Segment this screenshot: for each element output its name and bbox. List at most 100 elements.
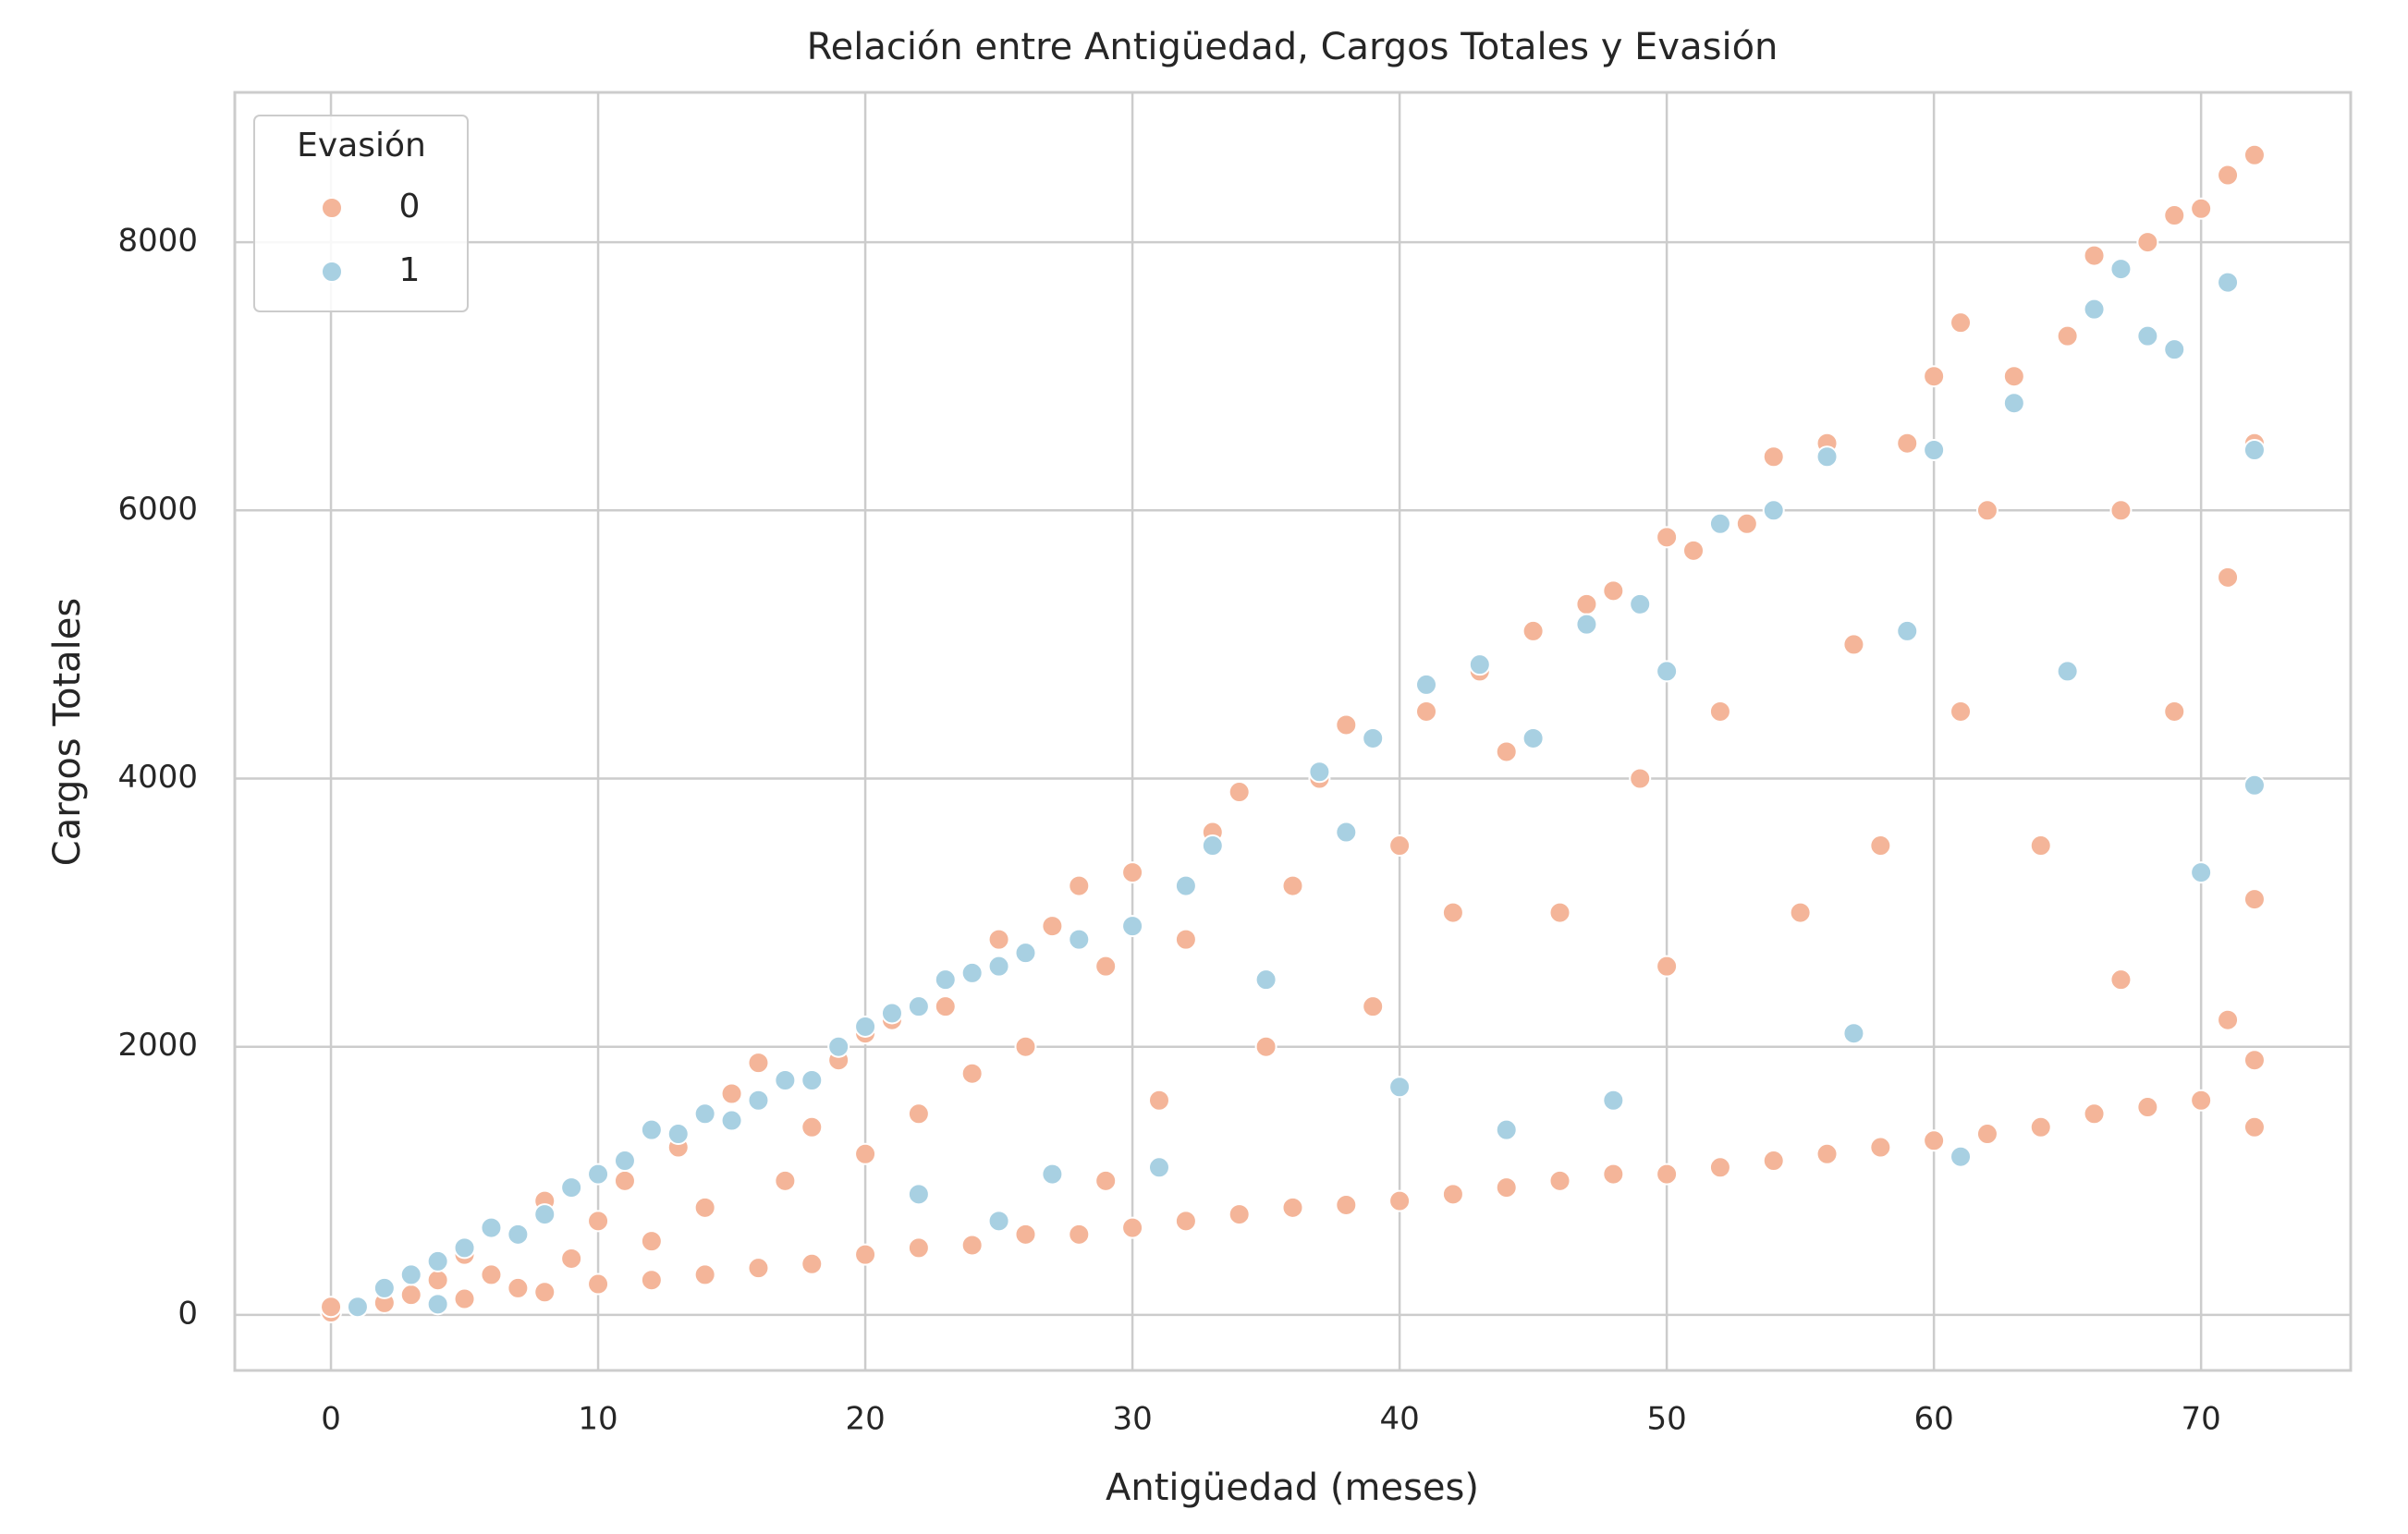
point (1068, 874, 1091, 897)
point (320, 1296, 343, 1319)
y-tick-label: 2000 (117, 1027, 198, 1064)
point (747, 1089, 770, 1112)
point (827, 1035, 850, 1058)
legend-items: 01 (321, 188, 420, 289)
point (907, 1102, 930, 1126)
point (613, 1169, 636, 1192)
point (1656, 1163, 1679, 1186)
point (1629, 767, 1652, 790)
point (907, 995, 930, 1018)
point (1708, 512, 1731, 535)
point (2083, 244, 2106, 267)
point (774, 1169, 797, 1192)
point (666, 1123, 690, 1146)
point (1415, 673, 1438, 696)
point (1014, 942, 1037, 965)
point (1174, 874, 1197, 897)
point (2109, 258, 2133, 281)
point (854, 1142, 877, 1165)
point (399, 1263, 422, 1286)
point (720, 1082, 743, 1105)
point (2243, 1115, 2266, 1138)
point (1014, 1223, 1037, 1246)
point (2029, 1115, 2052, 1138)
point (1923, 1129, 1946, 1152)
point (1041, 1163, 1064, 1186)
point (587, 1272, 610, 1296)
point (640, 1269, 663, 1292)
x-tick-label: 10 (578, 1401, 617, 1438)
point (613, 1150, 636, 1173)
point (907, 1236, 930, 1260)
plot-area (233, 91, 2353, 1372)
point (1388, 834, 1412, 858)
point (480, 1263, 503, 1286)
point (1842, 633, 1865, 656)
point (2002, 392, 2025, 415)
point (1815, 1142, 1839, 1165)
point (1388, 1189, 1412, 1212)
point (1656, 526, 1679, 549)
point (1762, 445, 1785, 469)
point (1735, 512, 1758, 535)
point (1896, 432, 1919, 455)
point (2136, 324, 2159, 347)
point (2002, 365, 2025, 388)
point (1335, 713, 1358, 737)
point (1174, 928, 1197, 951)
y-tick-label: 8000 (117, 223, 198, 260)
point (987, 955, 1010, 978)
point (346, 1296, 369, 1319)
point (1121, 1216, 1144, 1239)
point (1602, 579, 1625, 603)
point (801, 1068, 824, 1091)
x-axis-label: Antigüedad (meses) (1106, 1467, 1479, 1509)
point (2190, 197, 2213, 220)
point (2056, 660, 2079, 683)
point (426, 1293, 449, 1316)
point (1923, 438, 1946, 461)
point (801, 1252, 824, 1275)
point (1094, 955, 1118, 978)
legend-marker (321, 197, 343, 219)
point (533, 1281, 556, 1304)
point (1228, 781, 1251, 804)
point (1522, 726, 1545, 749)
point (854, 1243, 877, 1266)
point (1254, 1035, 1277, 1058)
point (854, 1015, 877, 1038)
point (1950, 1145, 1973, 1168)
point (1869, 834, 1892, 858)
point (880, 1002, 903, 1025)
point (1362, 726, 1385, 749)
point (693, 1196, 716, 1219)
point (480, 1216, 503, 1239)
point (1656, 660, 1679, 683)
point (2217, 566, 2240, 589)
x-tick-label: 60 (1914, 1401, 1954, 1438)
point (907, 1183, 930, 1206)
legend-title: Evasión (297, 127, 426, 164)
point (747, 1257, 770, 1280)
point (640, 1118, 663, 1141)
point (1950, 700, 1973, 723)
point (1896, 619, 1919, 642)
point (507, 1223, 530, 1246)
point (1147, 1156, 1170, 1179)
point (1682, 539, 1705, 562)
point (2136, 231, 2159, 254)
point (1495, 740, 1518, 763)
x-tick-label: 0 (321, 1401, 341, 1438)
point (1629, 592, 1652, 615)
point (774, 1068, 797, 1091)
point (1335, 821, 1358, 844)
point (2163, 700, 2186, 723)
point (560, 1247, 583, 1270)
point (2109, 499, 2133, 522)
point (2190, 861, 2213, 884)
y-tick-label: 0 (177, 1295, 198, 1332)
point (720, 1109, 743, 1132)
x-tick-label: 70 (2182, 1401, 2221, 1438)
legend-box (253, 115, 469, 312)
